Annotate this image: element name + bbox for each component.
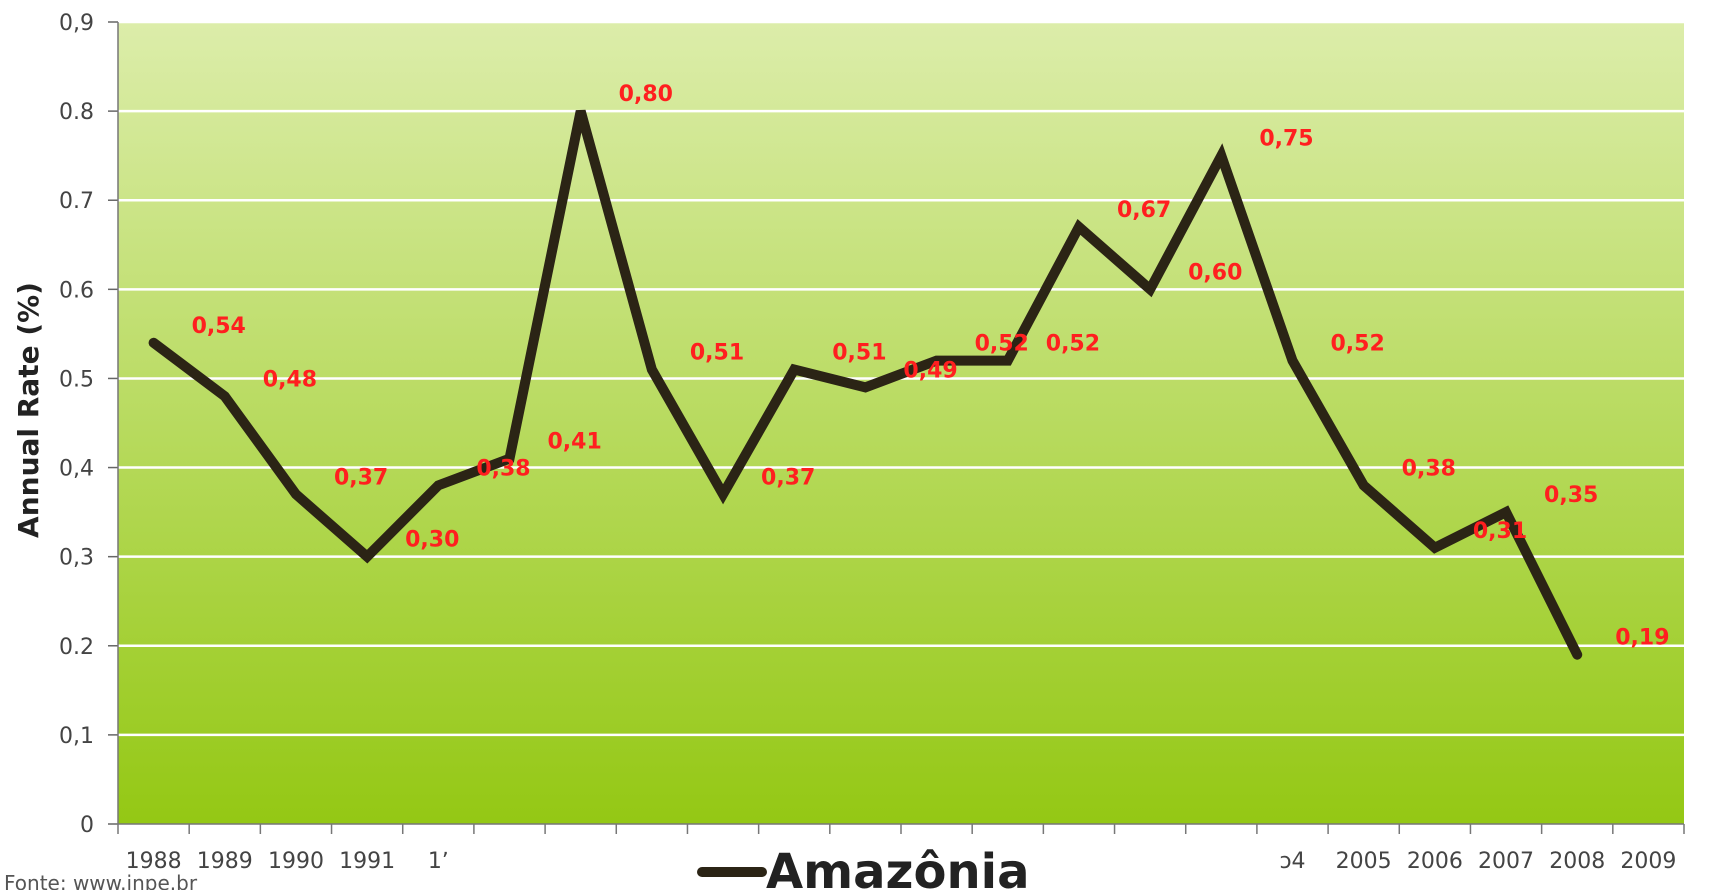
x-tick-label: 1989	[197, 849, 253, 874]
data-label: 0,41	[548, 430, 602, 455]
source-note: Fonte: www.inpe.br	[4, 871, 198, 890]
data-label: 0,60	[1188, 260, 1242, 285]
data-label: 0,49	[903, 358, 957, 383]
data-label: 0,19	[1615, 626, 1669, 651]
legend-label: Amazônia	[766, 844, 1029, 890]
data-label: 0,67	[1117, 198, 1171, 223]
y-tick-label: 0.6	[59, 278, 94, 303]
y-tick-label: 0.2	[59, 635, 94, 660]
data-label: 0,38	[476, 456, 530, 481]
series-group	[148, 109, 1583, 660]
y-axis-label: Annual Rate (%)	[12, 282, 45, 538]
data-label: 0,35	[1544, 483, 1598, 508]
y-tick-label: 0.7	[59, 189, 94, 214]
y-tick-label: 0	[80, 813, 94, 838]
data-labels: 0,54 0,48 0,37 0,30 0,38 0,41 0,80 0,51 0,37 0,51…	[192, 82, 1670, 651]
x-tick-label: 1ʼ	[428, 849, 449, 874]
data-label: 0,37	[334, 465, 388, 490]
x-tick-label: 1991	[339, 849, 395, 874]
data-label: 0,37	[761, 465, 815, 490]
data-label: 0,52	[1046, 332, 1100, 357]
data-label: 0,48	[263, 367, 317, 392]
x-tick-label: ɔ4	[1279, 849, 1305, 874]
data-label: 0,80	[619, 82, 673, 107]
y-tick-label: 0,9	[59, 11, 94, 36]
data-label: 0,75	[1259, 127, 1313, 152]
x-tick-label: 1988	[126, 849, 182, 874]
x-tick-labels: 1988 1989 1990 1991 1ʼ ɔ4 2005 2006 2007 2008 2009	[126, 849, 1677, 874]
x-tick-label: 2007	[1478, 849, 1534, 874]
y-tick-labels: 0 0,1 0.2 0,3 0,4 0.5 0.6 0.7 0.8 0,9	[59, 11, 94, 838]
axes	[108, 21, 1685, 834]
data-label: 0,51	[690, 341, 744, 366]
x-tick-label: 2009	[1620, 849, 1676, 874]
data-label: 0,31	[1473, 519, 1527, 544]
y-tick-label: 0.8	[59, 100, 94, 125]
data-label: 0,52	[975, 332, 1029, 357]
data-label: 0,51	[832, 341, 886, 366]
x-tick-label: 1990	[268, 849, 324, 874]
x-tick-label: 2006	[1407, 849, 1463, 874]
y-tick-label: 0,1	[59, 724, 94, 749]
legend: Amazônia	[697, 844, 1029, 890]
plot-area	[118, 22, 1684, 824]
y-tick-label: 0.5	[59, 367, 94, 392]
data-label: 0,38	[1402, 456, 1456, 481]
data-label: 0,30	[405, 528, 459, 553]
data-label: 0,52	[1331, 332, 1385, 357]
x-tick-label: 2008	[1549, 849, 1605, 874]
x-tick-label: 2005	[1336, 849, 1392, 874]
y-tick-label: 0,3	[59, 546, 94, 571]
series-line-amazonia	[148, 109, 1583, 660]
data-label: 0,54	[192, 314, 246, 339]
y-tick-label: 0,4	[59, 457, 94, 482]
